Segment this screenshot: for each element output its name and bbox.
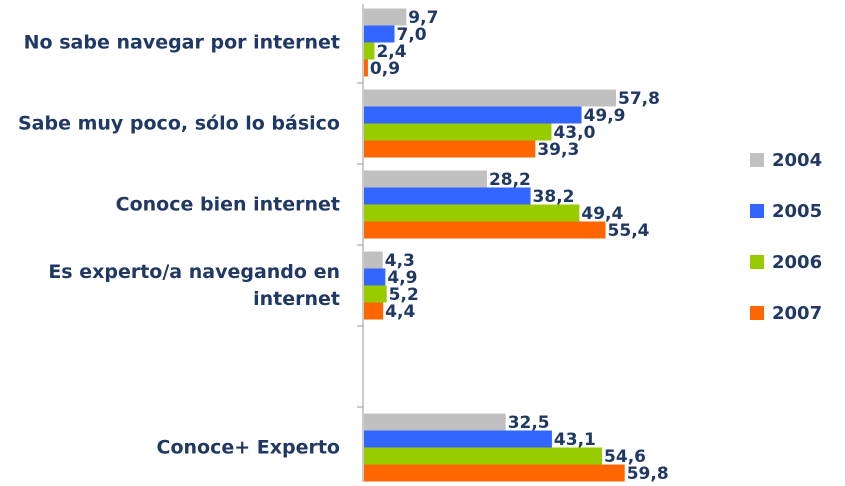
bar	[364, 89, 617, 107]
value-label: 49,9	[584, 106, 626, 126]
bar	[364, 140, 536, 158]
value-label: 49,4	[581, 204, 623, 224]
bar	[364, 59, 368, 77]
value-label: 59,8	[627, 464, 669, 484]
value-label: 54,6	[604, 447, 646, 467]
bar	[364, 8, 407, 26]
bar	[364, 285, 387, 303]
value-label: 28,2	[489, 170, 531, 190]
bar	[364, 221, 606, 239]
value-label: 9,7	[408, 8, 438, 28]
value-label: 57,8	[618, 89, 660, 109]
value-label: 4,9	[387, 268, 417, 288]
legend-label: 2004	[772, 150, 822, 171]
value-label: 38,2	[533, 187, 575, 207]
value-label: 2,4	[376, 42, 406, 62]
category-label: No sabe navegar por internet	[23, 31, 340, 53]
bar	[364, 413, 506, 431]
value-label: 4,3	[385, 251, 415, 271]
bar	[364, 42, 375, 60]
bar	[364, 302, 384, 320]
bar	[364, 430, 552, 448]
bar	[364, 170, 487, 188]
category-label: Es experto/a navegando en internet	[48, 260, 340, 310]
category-label: Sabe muy poco, sólo lo básico	[17, 112, 340, 134]
value-label: 43,1	[554, 430, 596, 450]
bar	[364, 464, 625, 482]
bar	[364, 447, 603, 465]
bar	[364, 251, 383, 269]
category-label: Conoce bien internet	[115, 193, 340, 215]
value-label: 55,4	[608, 221, 650, 241]
value-label: 39,3	[537, 140, 579, 160]
legend-label: 2005	[772, 201, 822, 222]
legend-label: 2007	[772, 303, 822, 324]
value-label: 4,4	[385, 302, 415, 322]
bar	[364, 123, 552, 141]
legend-swatch	[750, 306, 764, 320]
bar	[364, 106, 582, 124]
bar	[364, 268, 386, 286]
value-label: 5,2	[389, 285, 419, 305]
value-label: 32,5	[508, 413, 550, 433]
legend-swatch	[750, 153, 764, 167]
bar	[364, 187, 531, 205]
bar	[364, 204, 580, 222]
value-label: 7,0	[397, 25, 427, 45]
bar	[364, 25, 395, 43]
legend-swatch	[750, 204, 764, 218]
legend-swatch	[750, 255, 764, 269]
category-label: Conoce+ Experto	[156, 436, 341, 458]
value-label: 43,0	[553, 123, 595, 143]
value-label: 0,9	[370, 59, 400, 79]
legend-label: 2006	[772, 252, 822, 273]
